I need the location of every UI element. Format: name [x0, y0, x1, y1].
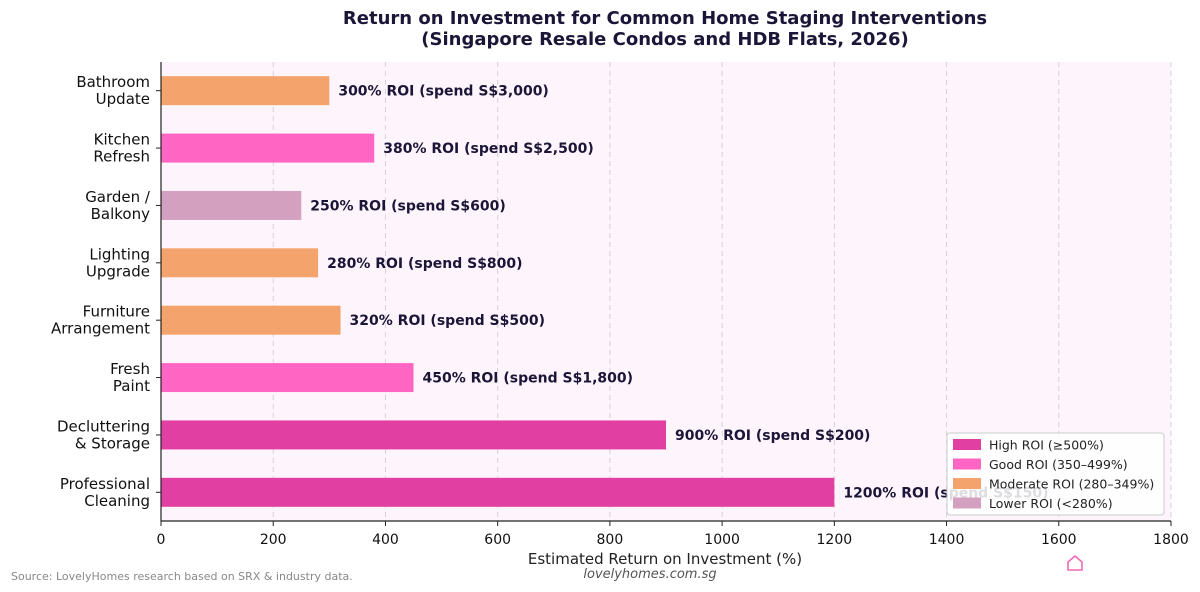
data-label: 280% ROI (spend S$800): [327, 256, 522, 272]
x-tick-label: 800: [597, 532, 624, 548]
axes: 0 200 400 600 800 1000 1200 1400 1600 1800: [156, 62, 1189, 548]
category-label: Balkony: [91, 205, 150, 223]
category-label: Bathroom: [76, 73, 150, 91]
bar: [161, 477, 835, 507]
legend: High ROI (≥500%) Good ROI (350–499%) Moder…: [946, 432, 1165, 516]
house-outline-icon: [1067, 555, 1083, 571]
x-tick-label: 1800: [1153, 532, 1189, 548]
legend-entry: Moderate ROI (280–349%): [989, 477, 1154, 492]
bar: [161, 363, 414, 393]
data-label: 300% ROI (spend S$3,000): [338, 84, 549, 100]
x-tick-label: 600: [484, 532, 511, 548]
x-tick-label: 200: [260, 532, 287, 548]
website-watermark: lovelyhomes.com.sg: [583, 567, 716, 582]
legend-swatch: [953, 497, 981, 509]
category-label: Garden /: [85, 188, 151, 206]
category-label: Cleaning: [84, 492, 150, 510]
bar: [161, 133, 375, 163]
category-label: Kitchen: [94, 131, 150, 149]
category-label: Professional: [60, 475, 150, 493]
legend-box: [946, 432, 1165, 516]
x-tick-label: 400: [372, 532, 399, 548]
category-label: Update: [96, 90, 150, 108]
x-tick-label: 1400: [929, 532, 965, 548]
bar: [161, 190, 302, 220]
category-label: Fresh: [110, 360, 150, 378]
legend-swatch: [953, 458, 981, 470]
bars: [161, 76, 835, 507]
chart-subtitle: (Singapore Resale Condos and HDB Flats, …: [421, 29, 908, 50]
bar: [161, 420, 666, 450]
category-label: Decluttering: [57, 417, 150, 435]
bar: [161, 248, 319, 278]
category-label: Upgrade: [86, 262, 150, 280]
legend-entry: Good ROI (350–499%): [989, 457, 1128, 472]
bar: [161, 305, 341, 335]
x-axis-label: Estimated Return on Investment (%): [528, 550, 802, 568]
category-label: Refresh: [93, 148, 150, 166]
data-label: 900% ROI (spend S$200): [675, 428, 870, 444]
category-label: Furniture: [83, 303, 150, 321]
chart-title: Return on Investment for Common Home Sta…: [343, 8, 987, 29]
bar: [161, 76, 330, 106]
x-tick-label: 1600: [1041, 532, 1077, 548]
data-label: 320% ROI (spend S$500): [350, 313, 545, 329]
source-note: Source: LovelyHomes research based on SR…: [11, 570, 353, 583]
x-tick-label: 0: [157, 532, 166, 548]
legend-entry: High ROI (≥500%): [989, 438, 1104, 453]
category-label: & Storage: [75, 434, 150, 452]
category-label: Arrangement: [51, 320, 150, 338]
x-tick-label: 1000: [704, 532, 740, 548]
data-label: 250% ROI (spend S$600): [310, 198, 505, 214]
legend-entry: Lower ROI (<280%): [989, 496, 1113, 511]
x-tick-label: 1200: [817, 532, 853, 548]
legend-swatch: [953, 478, 981, 489]
data-label: 450% ROI (spend S$1,800): [423, 371, 634, 387]
legend-swatch: [953, 439, 981, 450]
category-label: Lighting: [89, 245, 150, 263]
category-label: Paint: [113, 377, 150, 395]
data-label: 380% ROI (spend S$2,500): [383, 141, 594, 157]
